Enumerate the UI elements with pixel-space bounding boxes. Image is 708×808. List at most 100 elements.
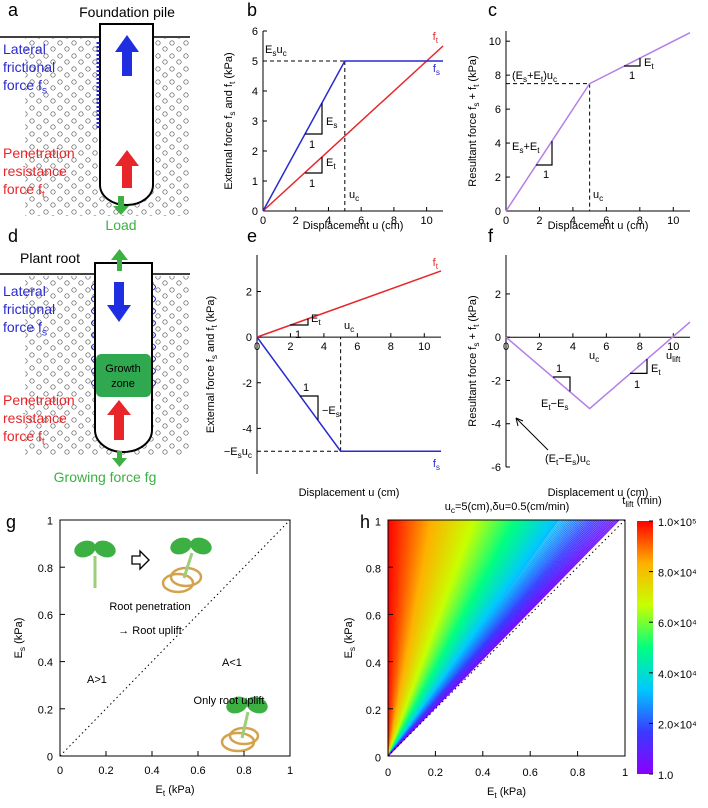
text-part: External force f [205, 358, 217, 433]
text-part: (E [512, 70, 523, 82]
subscript: s [472, 343, 481, 347]
legend-label: ft [433, 257, 439, 271]
subscript: s [18, 647, 27, 651]
series-line [262, 60, 443, 212]
slope-triangle [305, 103, 323, 135]
y-axis-label: Resultant force fs + ft (kPa) [467, 295, 481, 426]
annotation: (Et−Es)uc [545, 453, 590, 467]
y-tick-label: 0 [375, 752, 381, 764]
x-tick-label: 0.8 [236, 765, 251, 777]
text-part: 1 [629, 70, 635, 82]
slope-triangle [630, 359, 648, 374]
text-part: A<1 [222, 657, 242, 669]
annotation: ulift [666, 350, 681, 364]
subscript: t [537, 146, 540, 155]
growth-arrow [112, 451, 127, 467]
series-line [262, 45, 444, 212]
sprout-icon [74, 540, 116, 588]
slope-triangle [553, 376, 571, 392]
plot-frame [59, 519, 291, 757]
y-tick-label: 1 [375, 516, 381, 528]
y-tick-label: -6 [491, 462, 501, 474]
text-part: u [276, 44, 282, 56]
text-part: u [344, 320, 350, 332]
subscript: s [210, 355, 219, 359]
y-tick-label: 0 [495, 206, 501, 218]
text-part: f [433, 63, 437, 75]
text-part: (min) [634, 495, 662, 507]
slope-triangle [305, 157, 323, 174]
text-part: and f [223, 83, 235, 111]
y-axis-label: External force fs and ft (kPa) [223, 52, 237, 189]
text-part: E [343, 651, 355, 658]
y-axis-label: Es (kPa) [13, 618, 27, 659]
annotation: Et [644, 57, 654, 71]
subscript: s [572, 458, 576, 467]
subscript: lift [672, 355, 681, 364]
text-part: E [13, 651, 25, 658]
slope-triangle [290, 318, 309, 326]
text-part: −E [558, 453, 572, 465]
x-tick-label: 0 [503, 341, 509, 353]
x-axis-label: Displacement u (cm) [548, 220, 649, 232]
text-part: +E [523, 141, 537, 153]
subscript: s [42, 327, 47, 339]
subscript: t [651, 62, 654, 71]
annotation: Root penetration [109, 601, 190, 613]
x-tick-label: 0 [503, 215, 509, 227]
y-tick-label: 10 [489, 36, 501, 48]
x-tick-label: 4 [325, 215, 331, 227]
subscript: c [451, 506, 455, 515]
subscript: t [42, 189, 45, 201]
text-part: (kPa) [223, 52, 235, 81]
panel-label: f [488, 226, 494, 246]
subscript: t [333, 162, 336, 171]
x-tick-label: 0.6 [190, 765, 205, 777]
annotation: Es+Et [512, 141, 540, 155]
y-tick-label: 6 [252, 26, 258, 38]
text-part: E [326, 157, 333, 169]
y-tick-label: 5 [252, 56, 258, 68]
growth-zone-label: zone [111, 378, 135, 390]
y-tick-label: 0 [252, 206, 258, 218]
x-tick-label: 0.4 [475, 767, 490, 779]
subscript: c [283, 49, 287, 58]
subscript: s [336, 410, 340, 419]
resistance-arrow [115, 150, 139, 188]
text-part: (kPa) [497, 786, 526, 798]
x-tick-label: 2 [536, 215, 542, 227]
subscript: c [248, 451, 252, 460]
annotation: 1 [634, 379, 640, 391]
annotation: A>1 [87, 674, 107, 686]
x-axis-label: Et (kPa) [487, 786, 526, 800]
annotation: uc [589, 350, 599, 364]
subscript: t [494, 791, 497, 800]
penetration-label: resistance [3, 410, 67, 426]
subscript: s [523, 75, 527, 84]
text-part: 1 [543, 169, 549, 181]
panel-label: g [6, 512, 16, 532]
subscript: s [333, 121, 337, 130]
y-tick-label: 0 [246, 332, 252, 344]
lateral-label: force fs [3, 319, 47, 339]
text-part: −E [322, 405, 336, 417]
text-part: 1 [309, 139, 315, 151]
penetration-label: Penetration [3, 145, 75, 161]
lateral-label: Lateral [3, 41, 46, 57]
y-tick-label: 0.2 [366, 705, 381, 717]
text-part: f [433, 31, 437, 43]
text-part: (E [545, 453, 556, 465]
y-tick-label: 0 [47, 752, 53, 764]
penetration-label: force ft [3, 181, 45, 201]
uplift-arrow [111, 249, 128, 271]
subscript: c [350, 325, 354, 334]
text-part: 1 [295, 329, 301, 341]
legend-label: fs [433, 63, 440, 77]
text-part: E [541, 398, 548, 410]
y-tick-label: -2 [242, 378, 252, 390]
annotation: Es [326, 116, 337, 130]
x-tick-label: 10 [421, 215, 433, 227]
diagram-title: Plant root [20, 250, 80, 266]
